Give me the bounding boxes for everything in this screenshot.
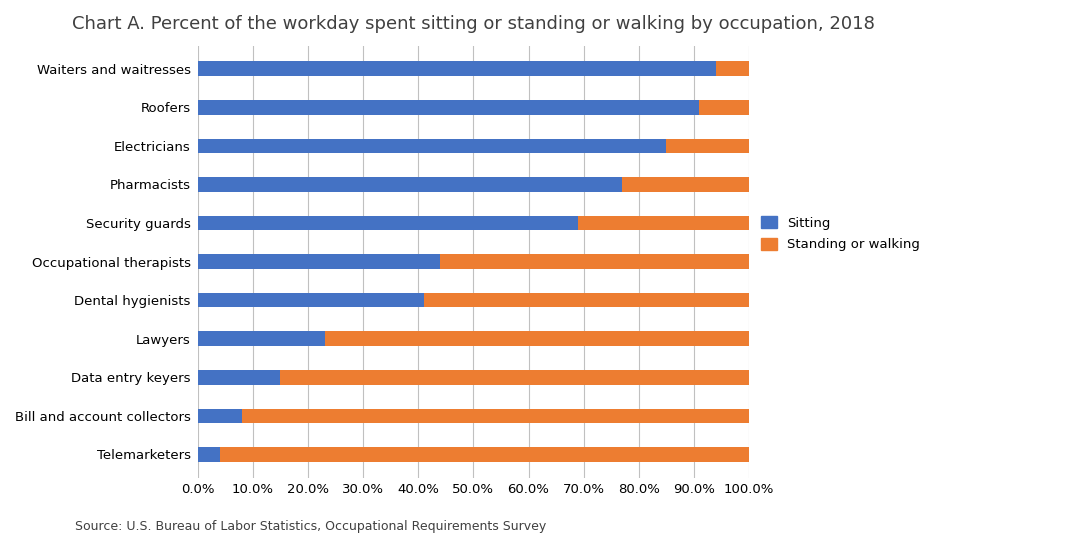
Bar [578,216,749,230]
Bar [198,331,324,346]
Bar [198,293,424,308]
Legend: Sitting, Standing or walking: Sitting, Standing or walking [761,216,920,251]
Bar [716,61,749,76]
Bar [440,254,749,269]
Bar [280,370,749,385]
Bar [699,100,749,115]
Bar [242,408,749,423]
Bar [198,447,220,462]
Bar [198,100,699,115]
Bar [424,293,749,308]
Bar [666,139,749,153]
Bar [198,61,716,76]
Bar [220,447,749,462]
Bar [198,139,666,153]
Bar [324,331,749,346]
Bar [623,177,749,192]
Bar [198,177,623,192]
Bar [198,370,280,385]
Title: Chart A. Percent of the workday spent sitting or standing or walking by occupati: Chart A. Percent of the workday spent si… [71,15,875,33]
Bar [198,408,242,423]
Text: Source: U.S. Bureau of Labor Statistics, Occupational Requirements Survey: Source: U.S. Bureau of Labor Statistics,… [75,520,546,533]
Bar [198,254,440,269]
Bar [198,216,578,230]
